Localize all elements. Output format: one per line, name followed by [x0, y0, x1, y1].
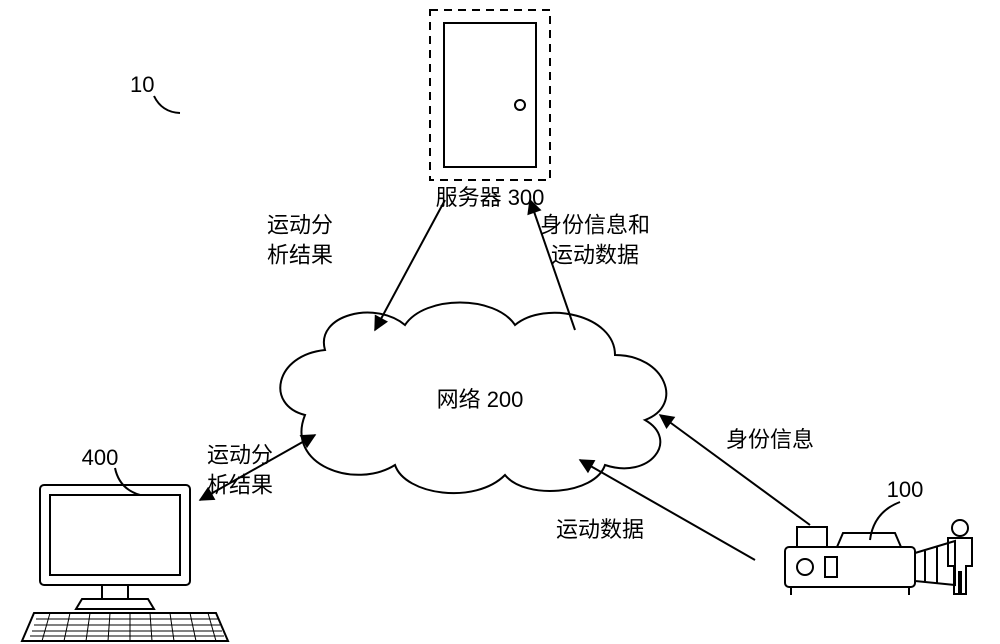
figure-number: 10 [130, 70, 154, 100]
edge-label-cloud-to-client: 运动分析结果 [207, 440, 273, 499]
edge-label-cloud-to-server: 身份信息和运动数据 [540, 210, 650, 269]
edge-label-server-to-cloud: 运动分析结果 [267, 210, 333, 269]
edge-label-identity-info: 身份信息 [726, 425, 814, 455]
camera-label: 100 [887, 475, 924, 505]
client-node [22, 485, 228, 641]
edge-label-motion-data: 运动数据 [556, 515, 644, 545]
client-label: 400 [82, 443, 119, 473]
cloud-label: 网络 200 [437, 385, 524, 415]
server-node [430, 10, 550, 180]
person-icon [948, 520, 972, 594]
server-label: 服务器 300 [436, 183, 545, 213]
